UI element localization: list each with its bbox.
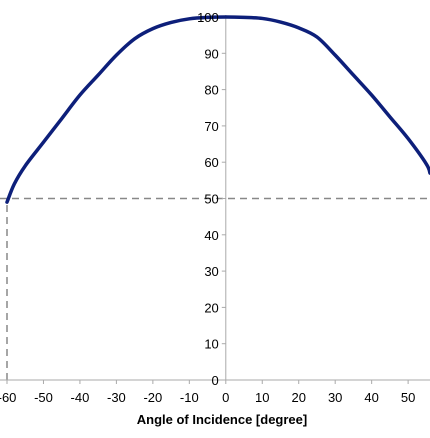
x-tick-label: -60	[0, 390, 16, 405]
y-tick-label: 100	[197, 10, 219, 25]
tick-labels: 0102030405060708090100-60-50-40-30-20-10…	[0, 10, 415, 405]
x-tick-label: 50	[401, 390, 415, 405]
x-tick-label: 20	[291, 390, 305, 405]
x-tick-label: -50	[34, 390, 53, 405]
x-tick-label: -20	[143, 390, 162, 405]
y-tick-label: 60	[204, 155, 218, 170]
x-tick-label: 40	[364, 390, 378, 405]
y-tick-label: 40	[204, 228, 218, 243]
y-tick-label: 20	[204, 300, 218, 315]
series-line	[5, 15, 430, 204]
x-tick-label: 30	[328, 390, 342, 405]
y-tick-label: 50	[204, 192, 218, 207]
reference-lines	[0, 197, 430, 380]
x-tick-label: 10	[255, 390, 269, 405]
x-tick-label: -40	[71, 390, 90, 405]
y-tick-label: 90	[204, 46, 218, 61]
y-tick-label: 0	[212, 373, 219, 388]
y-tick-label: 30	[204, 264, 218, 279]
x-tick-label: -10	[180, 390, 199, 405]
x-tick-label: 0	[222, 390, 229, 405]
y-tick-label: 80	[204, 83, 218, 98]
axes	[0, 15, 430, 384]
x-axis-title: Angle of Incidence [degree]	[137, 412, 307, 427]
x-tick-label: -30	[107, 390, 126, 405]
y-tick-label: 10	[204, 337, 218, 352]
series	[5, 15, 430, 204]
y-tick-label: 70	[204, 119, 218, 134]
